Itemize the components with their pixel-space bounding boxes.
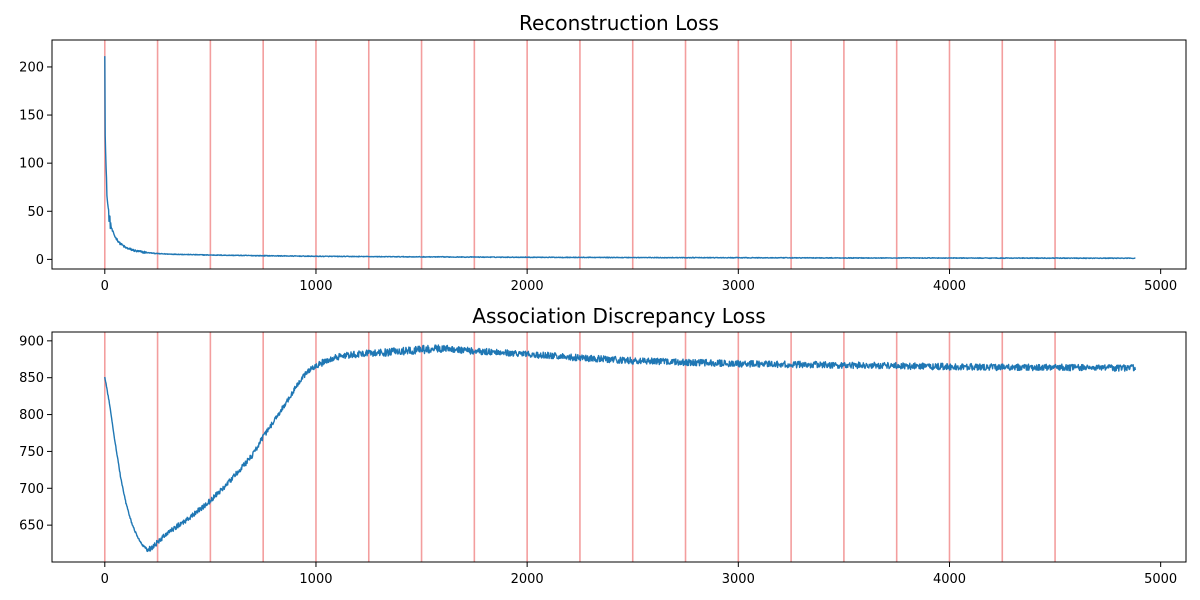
axes-frame (51, 39, 1187, 270)
loss-series-line (104, 56, 1136, 260)
y-tick-label: 800 (19, 408, 44, 423)
x-tick-label: 3000 (722, 572, 755, 587)
y-tick-label: 650 (19, 519, 44, 534)
y-tick-label: 750 (19, 445, 44, 460)
x-tick-label: 0 (101, 279, 109, 294)
x-tick-label: 1000 (299, 572, 332, 587)
x-tick-label: 3000 (722, 279, 755, 294)
x-tick-label: 5000 (1144, 572, 1177, 587)
x-tick-label: 5000 (1144, 279, 1177, 294)
y-tick-label: 150 (19, 109, 44, 124)
x-tick-label: 4000 (933, 279, 966, 294)
chart-title: Association Discrepancy Loss (472, 304, 765, 328)
loss-series-line (104, 344, 1136, 553)
y-tick-label: 900 (19, 334, 44, 349)
x-tick-label: 2000 (511, 279, 544, 294)
association-discrepancy-loss-panel: Association Discrepancy Loss 0 1000 2000 300… (19, 304, 1187, 587)
x-tick-label: 1000 (299, 279, 332, 294)
y-tick-label: 50 (27, 205, 44, 220)
x-tick-label: 4000 (933, 572, 966, 587)
chart-title: Reconstruction Loss (519, 11, 719, 35)
y-tick-label: 100 (19, 157, 44, 172)
y-tick-label: 200 (19, 60, 44, 75)
y-tick-label: 700 (19, 482, 44, 497)
axes-frame (51, 331, 1187, 563)
x-tick-label: 0 (101, 572, 109, 587)
x-tick-label: 2000 (511, 572, 544, 587)
y-tick-label: 850 (19, 371, 44, 386)
y-tick-label: 0 (36, 253, 44, 268)
